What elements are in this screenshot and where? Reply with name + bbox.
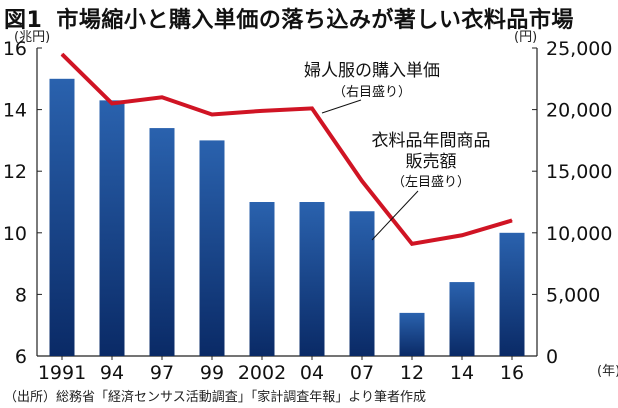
- x-tick-label: 14: [450, 362, 474, 384]
- bar-series-axis-note: （左目盛り）: [392, 175, 470, 190]
- left-axis-ticks: 6 8 10 12 14 16: [3, 38, 42, 368]
- left-tick-label: 14: [3, 100, 27, 122]
- figure-number: 図1: [4, 8, 43, 33]
- x-tick-label: 16: [500, 362, 524, 384]
- series-line: [60, 52, 513, 247]
- bar-series-label-line1: 衣料品年間商品: [372, 131, 491, 151]
- figure-title-text: 市場縮小と購入単価の落ち込みが著しい衣料品市場: [56, 8, 574, 33]
- chart-title: 図1 市場縮小と購入単価の落ち込みが著しい衣料品市場: [4, 2, 574, 34]
- source-note: （出所）総務省「経済センサス活動調査」「家計調査年報」より筆者作成: [4, 390, 426, 405]
- x-axis-ticks: 1991 94 97 99 2002 04 07 12 14 16: [38, 356, 524, 384]
- line-point: [511, 219, 513, 221]
- bar-series-label-line2: 販売額: [406, 152, 457, 172]
- line-series: [60, 52, 513, 247]
- x-tick-label: 97: [150, 362, 174, 384]
- bar: [149, 128, 175, 356]
- bar: [299, 202, 325, 356]
- line-point: [111, 102, 113, 104]
- x-tick-label: 1991: [38, 362, 86, 384]
- x-tick-label: 12: [400, 362, 424, 384]
- line-point: [361, 180, 363, 182]
- x-tick-label: 2002: [238, 362, 286, 384]
- line-point: [461, 234, 463, 236]
- bar: [99, 100, 125, 356]
- left-tick-label: 8: [15, 284, 27, 306]
- line-series-leader: [321, 99, 362, 114]
- line-series-axis-note: （右目盛り）: [333, 85, 411, 100]
- right-tick-label: 15,000: [546, 161, 612, 183]
- right-tick-label: 10,000: [546, 223, 612, 245]
- left-tick-label: 12: [3, 161, 27, 183]
- bar: [349, 211, 375, 356]
- right-axis-ticks: 0 5,000 10,000 15,000 20,000 25,000: [532, 38, 612, 368]
- bar-series-leader: [371, 190, 419, 241]
- left-tick-label: 16: [3, 38, 27, 60]
- bar: [499, 232, 525, 356]
- x-tick-label: 07: [350, 362, 374, 384]
- right-axis-unit: (円): [514, 30, 537, 45]
- x-tick-label: 04: [300, 362, 324, 384]
- line-point: [211, 114, 213, 116]
- line-point: [311, 107, 313, 109]
- right-tick-label: 20,000: [546, 100, 612, 122]
- bar: [49, 78, 75, 357]
- line-series-label: 婦人服の購入単価: [304, 61, 440, 81]
- right-tick-label: 0: [546, 346, 558, 368]
- left-tick-label: 6: [15, 346, 27, 368]
- x-axis-unit: (年): [597, 364, 618, 379]
- line-point: [261, 110, 263, 112]
- x-tick-label: 99: [200, 362, 224, 384]
- bar: [199, 140, 225, 356]
- line-point: [411, 243, 413, 245]
- bar: [449, 282, 475, 356]
- right-tick-label: 25,000: [546, 38, 612, 60]
- bar-series: [49, 78, 525, 357]
- left-tick-label: 10: [3, 223, 27, 245]
- bar: [399, 312, 425, 356]
- line-point: [61, 53, 63, 55]
- x-tick-label: 94: [100, 362, 124, 384]
- bar: [249, 202, 275, 356]
- line-point: [161, 96, 163, 98]
- right-tick-label: 5,000: [546, 284, 600, 306]
- left-axis-unit: (兆円): [14, 30, 50, 45]
